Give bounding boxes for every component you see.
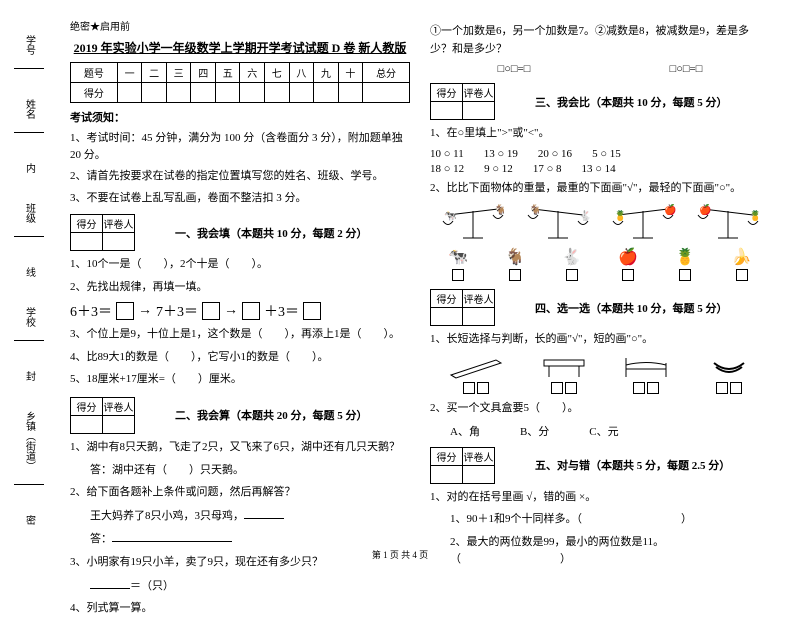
right-column: ①一个加数是6，另一个加数是7。②减数是8，被减数是9，差是多少？和是多少？ □… bbox=[420, 18, 780, 545]
side-marker: 内 bbox=[22, 163, 37, 173]
score-mini-table: 得分评卷人 bbox=[430, 289, 495, 326]
notice-item: 2、请首先按要求在试卷的指定位置填写您的姓名、班级、学号。 bbox=[70, 168, 410, 185]
svg-text:🐐: 🐐 bbox=[494, 203, 506, 216]
side-label: 班级 bbox=[14, 203, 44, 237]
question: 4、比89大1的数是（ ），它写小1的数是（ ）。 bbox=[70, 349, 410, 367]
choice-row bbox=[430, 355, 770, 394]
fruit-item: 🐄 bbox=[448, 247, 468, 281]
side-label: 学校 bbox=[14, 307, 44, 341]
svg-text:🍎: 🍎 bbox=[699, 203, 711, 216]
notice-item: 1、考试时间：45 分钟，满分为 100 分（含卷面分 3 分），附加题单独 2… bbox=[70, 130, 410, 163]
question: 1、湖中有8只天鹅，飞走了2只，又飞来了6只，湖中还有几只天鹅？ bbox=[70, 439, 410, 457]
question: 2、给下面各题补上条件或问题，然后再解答？ bbox=[70, 484, 410, 502]
options-row: A、角B、分C、元 bbox=[450, 423, 770, 439]
question: 1、10个一是（ ），2个十是（ ）。 bbox=[70, 256, 410, 274]
side-marker: 封 bbox=[22, 371, 37, 381]
balance-scales: 🐄🐐 🐐🐇 🍍🍎 🍎🍍 bbox=[430, 203, 770, 241]
question: 2、买一个文具盒要5（ ）。 bbox=[430, 400, 770, 418]
side-marker: 线 bbox=[22, 267, 37, 277]
question: 2、先找出规律，再填一填。 bbox=[70, 279, 410, 297]
answer-line: ＝（只） bbox=[90, 577, 410, 596]
fruit-item: 🐇 bbox=[562, 247, 582, 281]
question: 1、在○里填上">"或"<"。 bbox=[430, 125, 770, 143]
side-label: 姓名 bbox=[14, 99, 44, 133]
svg-text:🍍: 🍍 bbox=[614, 209, 626, 222]
question: ①一个加数是6，另一个加数是7。②减数是8，被减数是9，差是多少？和是多少？ bbox=[430, 23, 770, 58]
balance-icon: 🍎🍍 bbox=[693, 203, 763, 241]
page: 绝密★启用前 2019 年实验小学一年级数学上学期开学考试试题 D 卷 新人教版… bbox=[0, 0, 800, 545]
section-header: 得分评卷人 二、我会算（本题共 20 分，每题 5 分） bbox=[70, 397, 410, 434]
fruit-answer-row: 🐄 🐐 🐇 🍎 🍍 🍌 bbox=[430, 247, 770, 281]
fruit-item: 🍍 bbox=[675, 247, 695, 281]
answer-line: 答： bbox=[90, 530, 410, 549]
arrow-icon: → bbox=[138, 303, 152, 319]
section-title: 三、我会比（本题共 10 分，每题 5 分） bbox=[535, 94, 728, 110]
compare-row: 10 ○ 1113 ○ 1920 ○ 165 ○ 15 bbox=[430, 148, 770, 160]
section-title: 五、对与错（本题共 5 分，每题 2.5 分） bbox=[535, 457, 730, 473]
fruit-item: 🐐 bbox=[505, 247, 525, 281]
fruit-item: 🍎 bbox=[618, 247, 638, 281]
bed-icon bbox=[621, 355, 671, 379]
left-column: 绝密★启用前 2019 年实验小学一年级数学上学期开学考试试题 D 卷 新人教版… bbox=[60, 18, 420, 545]
equation-row: □○□=□□○□=□ bbox=[430, 63, 770, 75]
section-title: 一、我会填（本题共 10 分，每题 2 分） bbox=[175, 225, 368, 241]
equation-row: 6＋3＝ → 7＋3＝ → ＋3＝ bbox=[70, 301, 410, 321]
pencil-icon bbox=[446, 355, 506, 379]
balance-icon: 🍍🍎 bbox=[608, 203, 678, 241]
question: 2、比比下面物体的重量，最重的下面画"√"，最轻的下面画"○"。 bbox=[430, 180, 770, 198]
balance-icon: 🐄🐐 bbox=[438, 203, 508, 241]
choice-item bbox=[446, 355, 506, 394]
side-label: 学号 bbox=[14, 35, 44, 69]
section-header: 得分评卷人 三、我会比（本题共 10 分，每题 5 分） bbox=[430, 83, 770, 120]
answer-line: 答：湖中还有（ ）只天鹅。 bbox=[90, 462, 410, 480]
balance-icon: 🐐🐇 bbox=[523, 203, 593, 241]
section-title: 二、我会算（本题共 20 分，每题 5 分） bbox=[175, 407, 368, 423]
notice-heading: 考试须知： bbox=[70, 109, 410, 125]
svg-text:🐇: 🐇 bbox=[579, 209, 591, 222]
side-label: 乡镇（街道） bbox=[14, 411, 44, 485]
svg-text:🍎: 🍎 bbox=[664, 203, 676, 216]
section-header: 得分评卷人 一、我会填（本题共 10 分，每题 2 分） bbox=[70, 214, 410, 251]
score-table: 题号一二三四五六七八九十总分 得分 bbox=[70, 62, 410, 103]
svg-text:🐄: 🐄 bbox=[444, 211, 456, 222]
score-mini-table: 得分评卷人 bbox=[430, 83, 495, 120]
secret-label: 绝密★启用前 bbox=[70, 18, 410, 33]
section-header: 得分评卷人 五、对与错（本题共 5 分，每题 2.5 分） bbox=[430, 447, 770, 484]
compare-row: 18 ○ 129 ○ 1217 ○ 813 ○ 14 bbox=[430, 163, 770, 175]
choice-item bbox=[621, 355, 671, 394]
svg-text:🍍: 🍍 bbox=[749, 209, 761, 222]
svg-text:🐐: 🐐 bbox=[529, 203, 541, 216]
score-mini-table: 得分评卷人 bbox=[70, 214, 135, 251]
page-footer: 第 1 页 共 4 页 bbox=[0, 548, 800, 561]
choice-item bbox=[704, 355, 754, 394]
choice-item bbox=[539, 355, 589, 394]
question: 1、对的在括号里画 √，错的画 ×。 bbox=[430, 489, 770, 507]
question-sub: 1、90＋1和9个十同样多。（ ） bbox=[450, 511, 770, 529]
bench-icon bbox=[539, 355, 589, 379]
question-sub: 王大妈养了8只小鸡，3只母鸡， bbox=[90, 507, 410, 526]
section-title: 四、选一选（本题共 10 分，每题 5 分） bbox=[535, 300, 728, 316]
question: 5、18厘米+17厘米=（ ）厘米。 bbox=[70, 371, 410, 389]
banana-icon bbox=[704, 355, 754, 379]
fruit-item: 🍌 bbox=[732, 247, 752, 281]
question: 4、列式算一算。 bbox=[70, 600, 410, 618]
binding-sidebar: 学号 姓名 内 班级 线 学校 封 乡镇（街道） 密 bbox=[8, 20, 50, 540]
question: 1、长短选择与判断，长的画"√"，短的画"○"。 bbox=[430, 331, 770, 349]
score-mini-table: 得分评卷人 bbox=[70, 397, 135, 434]
side-marker: 密 bbox=[22, 515, 37, 525]
arrow-icon: → bbox=[224, 303, 238, 319]
score-mini-table: 得分评卷人 bbox=[430, 447, 495, 484]
notice-item: 3、不要在试卷上乱写乱画，卷面不整洁扣 3 分。 bbox=[70, 190, 410, 207]
exam-title: 2019 年实验小学一年级数学上学期开学考试试题 D 卷 新人教版 bbox=[70, 39, 410, 56]
question: 3、个位上是9，十位上是1，这个数是（ ），再添上1是（ ）。 bbox=[70, 326, 410, 344]
section-header: 得分评卷人 四、选一选（本题共 10 分，每题 5 分） bbox=[430, 289, 770, 326]
